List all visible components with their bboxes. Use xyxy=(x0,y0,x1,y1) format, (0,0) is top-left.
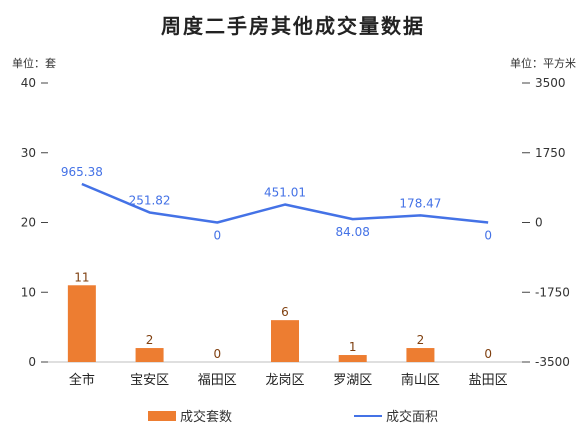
line-value-label: 84.08 xyxy=(336,225,370,239)
bar xyxy=(271,320,299,362)
left-tick-label: 30 xyxy=(21,146,36,160)
line-value-label: 251.82 xyxy=(129,193,171,207)
left-tick-label: 20 xyxy=(21,216,36,230)
right-tick-label: -1750 xyxy=(535,285,570,299)
left-tick-label: 0 xyxy=(28,355,36,369)
chart-title: 周度二手房其他成交量数据 xyxy=(161,14,425,38)
x-category-label: 福田区 xyxy=(198,373,237,388)
bar-value-label: 6 xyxy=(281,305,289,319)
x-category-label: 宝安区 xyxy=(130,373,169,388)
bar-value-label: 0 xyxy=(213,347,221,361)
bar-value-label: 2 xyxy=(146,333,154,347)
x-category-label: 南山区 xyxy=(401,372,440,388)
x-category-label: 罗湖区 xyxy=(333,373,372,388)
left-tick-label: 10 xyxy=(21,285,36,299)
line-value-label: 965.38 xyxy=(61,165,103,179)
legend-item-bar: 成交套数 xyxy=(148,406,232,425)
bar xyxy=(406,348,435,362)
bar-value-label: 1 xyxy=(349,340,357,354)
line-value-label: 178.47 xyxy=(399,196,441,210)
line-value-label: 451.01 xyxy=(264,186,306,200)
x-category-label: 盐田区 xyxy=(469,373,508,388)
x-category-label: 全市 xyxy=(69,372,95,388)
bar-value-label: 0 xyxy=(484,347,492,361)
legend-item-line: 成交面积 xyxy=(354,406,438,425)
legend-bar-swatch xyxy=(148,410,176,421)
bar xyxy=(135,348,164,362)
line-value-label: 0 xyxy=(484,229,492,243)
left-unit-label: 单位：套 xyxy=(12,57,56,70)
right-tick-label: 1750 xyxy=(535,146,566,160)
left-tick-label: 40 xyxy=(21,76,36,90)
right-tick-label: 0 xyxy=(535,216,543,230)
bar-value-label: 11 xyxy=(74,270,89,284)
right-tick-label: 3500 xyxy=(535,76,566,90)
legend-line-swatch xyxy=(354,414,382,417)
bar xyxy=(67,285,96,362)
right-unit-label: 单位：平方米 xyxy=(510,57,576,70)
x-category-label: 龙岗区 xyxy=(265,373,304,388)
bar xyxy=(338,355,367,362)
line-value-label: 0 xyxy=(213,229,221,243)
bar-value-label: 2 xyxy=(417,333,425,347)
legend-bar-label: 成交套数 xyxy=(180,410,233,425)
right-tick-label: -3500 xyxy=(535,355,570,369)
line-series xyxy=(81,182,489,224)
legend-line-label: 成交面积 xyxy=(386,410,439,425)
legend: 成交套数 成交面积 xyxy=(0,402,586,426)
